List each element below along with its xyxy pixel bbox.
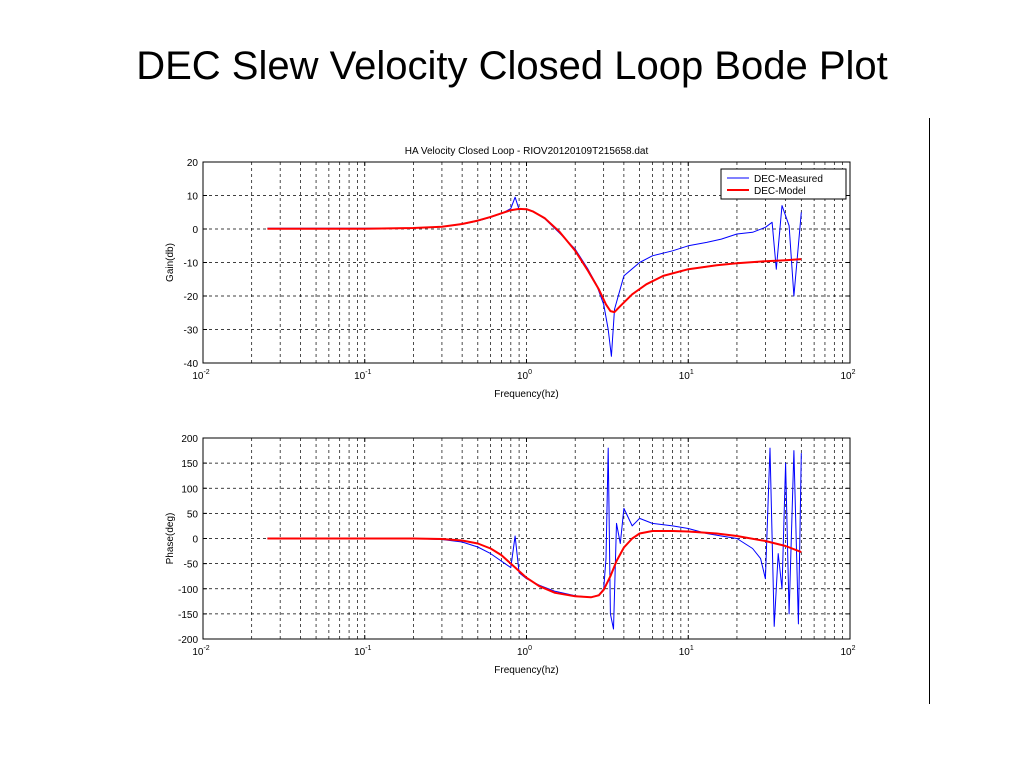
gain-series-model — [267, 207, 802, 314]
gain-xtick-label: 10-2 — [192, 369, 209, 382]
phase-ytick-label: 0 — [192, 535, 198, 546]
gain-xtick-label: 101 — [679, 369, 694, 382]
vertical-divider — [929, 118, 930, 704]
phase-ytick-label: -100 — [178, 585, 198, 596]
gain-y-axis-label: Gain(db) — [165, 243, 176, 282]
phase-ytick-label: 100 — [181, 484, 198, 495]
phase-xtick-label: 10-2 — [192, 645, 209, 658]
phase-xtick-label: 102 — [840, 645, 855, 658]
phase-y-axis-label: Phase(deg) — [165, 513, 176, 565]
slide-title: DEC Slew Velocity Closed Loop Bode Plot — [136, 44, 888, 88]
gain-chart-title: HA Velocity Closed Loop - RIOV20120109T2… — [405, 146, 649, 157]
gain-ytick-label: 20 — [187, 158, 199, 169]
phase-xtick-label: 10-1 — [354, 645, 371, 658]
gain-ytick-label: -40 — [184, 359, 199, 370]
phase-series-measured — [267, 447, 802, 630]
gain-xtick-label: 102 — [840, 369, 855, 382]
legend-box — [720, 168, 847, 200]
phase-ytick-label: -50 — [184, 560, 199, 571]
gain-ytick-label: -20 — [184, 292, 199, 303]
phase-x-axis-label: Frequency(hz) — [494, 665, 558, 676]
gain-ytick-label: -30 — [184, 326, 199, 337]
legend-label-model: DEC-Model — [754, 186, 806, 197]
phase-ytick-label: 150 — [181, 459, 198, 470]
gain-ytick-label: 0 — [192, 225, 198, 236]
gain-xtick-label: 100 — [517, 369, 532, 382]
phase-ytick-label: -150 — [178, 610, 198, 621]
gain-xtick-label: 10-1 — [354, 369, 371, 382]
gain-x-axis-label: Frequency(hz) — [494, 389, 558, 400]
legend-label-measured: DEC-Measured — [754, 174, 823, 185]
gain-ytick-label: -10 — [184, 259, 199, 270]
phase-ytick-label: 200 — [181, 434, 198, 445]
gain-ytick-label: 10 — [187, 192, 199, 203]
phase-series-model — [267, 530, 802, 599]
phase-ytick-label: 50 — [187, 509, 199, 520]
phase-xtick-label: 101 — [679, 645, 694, 658]
phase-ytick-label: -200 — [178, 635, 198, 646]
phase-xtick-label: 100 — [517, 645, 532, 658]
